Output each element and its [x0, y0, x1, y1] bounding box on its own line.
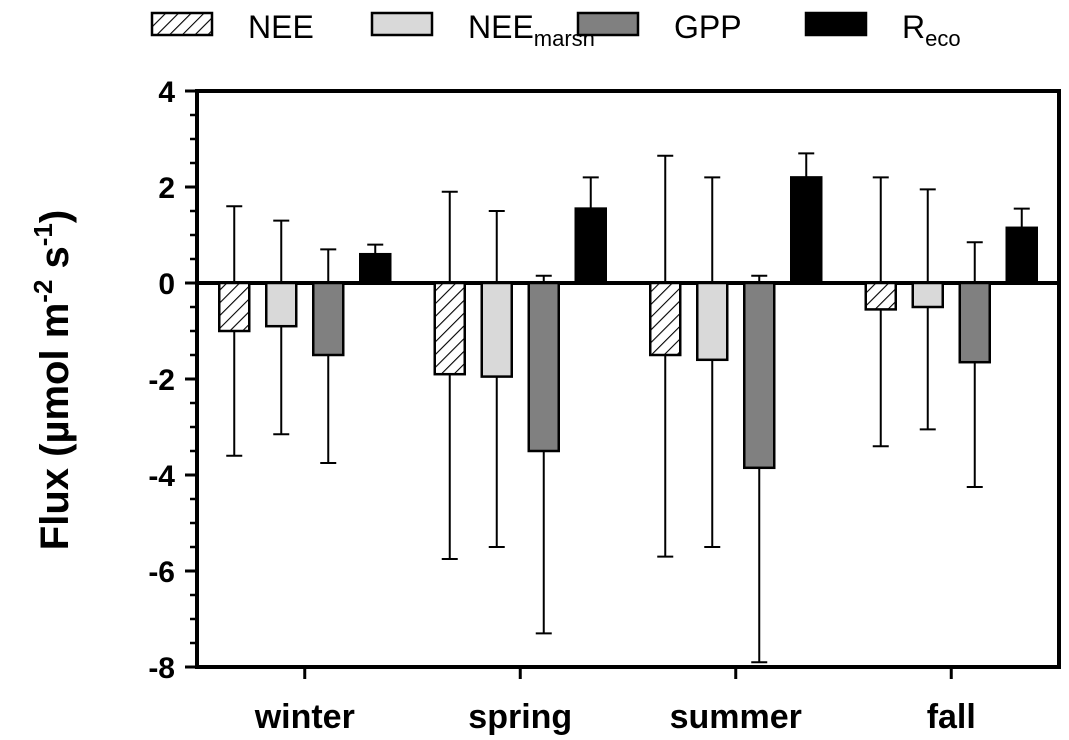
bar-NEE-spring [433, 281, 466, 376]
y-tick-label: 4 [158, 76, 175, 109]
bar-NEEmarsh-fall [911, 281, 944, 309]
y-tick-label: 0 [158, 268, 175, 301]
bar-NEE-summer [649, 281, 682, 357]
bar-NEEmarsh-spring [480, 281, 513, 378]
legend-swatch-NEEmarsh [370, 11, 434, 37]
bar-Reco-spring [574, 207, 607, 285]
legend-swatch-GPP [576, 11, 640, 37]
bar-Reco-winter [359, 252, 392, 285]
x-tick-label-spring: spring [468, 698, 572, 736]
y-tick-label: 2 [158, 172, 175, 205]
bar-Reco-summer [790, 176, 823, 285]
legend: NEE NEEmarsh GPP Reco [150, 9, 961, 51]
bar-GPP-fall [958, 281, 991, 364]
legend-label-NEE: NEE [248, 9, 314, 45]
y-tick-label: -6 [148, 556, 175, 589]
y-tick-label: -4 [148, 460, 175, 493]
y-axis-label: Flux (µmol m-2 s-1) [28, 210, 77, 550]
bar-NEEmarsh-winter [265, 281, 298, 328]
legend-swatch-NEE [150, 11, 214, 37]
bar-GPP-winter [312, 281, 345, 357]
bar-NEEmarsh-summer [696, 281, 729, 362]
x-tick-label-winter: winter [254, 698, 355, 736]
x-tick-label-fall: fall [927, 698, 976, 736]
bar-NEE-winter [218, 281, 251, 333]
legend-swatch-Reco [804, 11, 868, 37]
bar-Reco-fall [1005, 226, 1038, 285]
legend-label-Reco: Reco [902, 9, 961, 51]
bar-NEE-fall [864, 281, 897, 311]
plot-frame [195, 89, 1061, 669]
plot-area: -8 -6 -4 -2 0 2 4 winter spring summer fall [148, 76, 1061, 736]
x-tick-label-summer: summer [670, 698, 802, 736]
bar-GPP-summer [743, 281, 776, 470]
legend-label-GPP: GPP [674, 9, 742, 45]
y-tick-label: -2 [148, 364, 175, 397]
bar-GPP-spring [527, 281, 560, 453]
y-tick-label: -8 [148, 652, 175, 685]
legend-label-NEEmarsh: NEEmarsh [468, 9, 595, 51]
